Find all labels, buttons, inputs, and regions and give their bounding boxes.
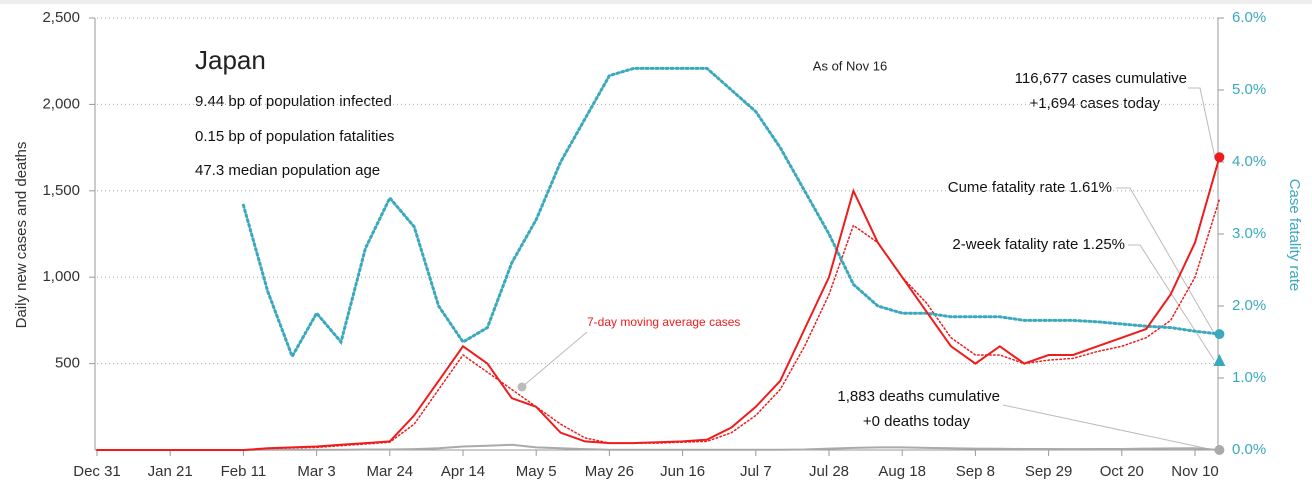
y2-tick-label: 0.0%	[1232, 441, 1266, 458]
y-label: Daily new cases and deaths	[13, 142, 30, 329]
y-tick-label: 2,000	[42, 95, 80, 112]
x-tick-label: Feb 11	[221, 463, 267, 480]
end-dot	[1214, 152, 1225, 163]
y-tick-label: 2,500	[42, 9, 80, 26]
series-line	[96, 443, 1221, 451]
x-tick-label: Mar 3	[297, 463, 335, 480]
stat: 9.44 bp of population infected	[195, 93, 392, 110]
annotation: 116,677 cases cumulative	[1015, 70, 1187, 87]
x-tick-label: Sep 29	[1025, 463, 1073, 480]
stat: 47.3 median population age	[195, 162, 380, 179]
y2-tick-label: 5.0%	[1232, 81, 1266, 98]
annotation: 2-week fatality rate 1.25%	[952, 236, 1125, 253]
avg-label: 7-day moving average cases	[587, 315, 740, 329]
series-line	[241, 66, 1221, 360]
x-tick-label: Jul 7	[740, 463, 772, 480]
x-tick-label: Dec 31	[73, 463, 121, 480]
y-tick-label: 1,500	[42, 182, 80, 199]
x-tick-label: Jan 21	[148, 463, 193, 480]
as-of: As of Nov 16	[813, 58, 887, 73]
y2-tick-label: 1.0%	[1232, 369, 1266, 386]
leader-dot	[517, 382, 527, 392]
y2-tick-label: 2.0%	[1232, 297, 1266, 314]
y-tick-label: 500	[55, 355, 80, 372]
y-tick-label: 1,000	[42, 268, 80, 285]
x-tick-label: Jun 16	[660, 463, 705, 480]
y2-tick-label: 4.0%	[1232, 153, 1266, 170]
x-tick-label: Jul 28	[809, 463, 849, 480]
stat: 0.15 bp of population fatalities	[195, 128, 394, 145]
leader	[1128, 244, 1215, 361]
x-tick-label: Apr 14	[441, 463, 485, 480]
annotation: +0 deaths today	[863, 413, 971, 430]
y2-tick-label: 3.0%	[1232, 225, 1266, 242]
leader	[1116, 187, 1215, 334]
annotation: 1,883 deaths cumulative	[837, 388, 1000, 405]
x-tick-label: Mar 24	[366, 463, 413, 480]
x-tick-label: May 5	[516, 463, 557, 480]
x-tick-label: May 26	[585, 463, 634, 480]
x-tick-label: Nov 10	[1171, 463, 1219, 480]
y2-label: Case fatality rate	[1286, 179, 1303, 292]
end-dot	[1214, 445, 1225, 455]
series-line	[96, 156, 1221, 451]
y2-tick-label: 6.0%	[1232, 9, 1266, 26]
x-tick-label: Aug 18	[878, 463, 926, 480]
end-triangle	[1213, 354, 1226, 366]
country: Japan	[195, 45, 266, 75]
annotation: +1,694 cases today	[1029, 95, 1160, 112]
leader	[1002, 404, 1215, 451]
end-dot	[1214, 329, 1225, 340]
leaders	[521, 87, 1216, 451]
top-strip	[0, 0, 1312, 4]
x-tick-label: Sep 8	[956, 463, 995, 480]
leader	[521, 331, 588, 388]
annotation: Cume fatality rate 1.61%	[948, 179, 1112, 196]
leader	[1188, 87, 1216, 159]
x-tick-label: Oct 20	[1100, 463, 1144, 480]
